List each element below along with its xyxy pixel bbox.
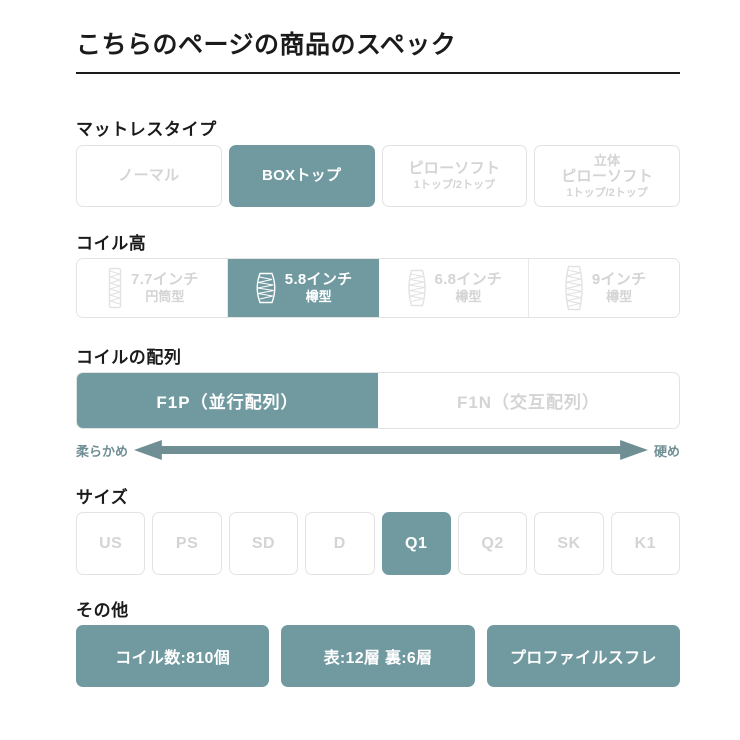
mattress-type-option-pillow-soft[interactable]: ピローソフト 1トップ/2トップ xyxy=(381,145,528,207)
coil-height-options: 7.7インチ 円筒型 5.8インチ 樽型 6.8インチ 樽型 xyxy=(76,258,680,318)
coil-barrel-short-icon xyxy=(256,272,276,304)
coil-height-option-6-8-inch[interactable]: 6.8インチ 樽型 xyxy=(378,259,530,317)
option-label: 9インチ xyxy=(591,271,647,289)
section-label-mattress-type: マットレスタイプ xyxy=(76,120,217,139)
mattress-type-option-3d-pillow-soft[interactable]: 立体 ピローソフト 1トップ/2トップ xyxy=(534,145,680,207)
other-specs: コイル数:810個 表:12層 裏:6層 プロファイルスフレ xyxy=(76,625,680,687)
coil-option-text: 7.7インチ 円筒型 xyxy=(131,271,199,305)
other-spec-layers: 表:12層 裏:6層 xyxy=(281,625,475,687)
page-title: こちらのページの商品のスペック xyxy=(76,31,457,59)
section-label-other: その他 xyxy=(76,601,129,620)
size-option-us[interactable]: US xyxy=(76,512,146,575)
double-arrow-icon xyxy=(134,440,648,460)
option-toplabel: 立体 xyxy=(593,152,621,168)
option-sublabel: 樽型 xyxy=(455,289,482,305)
option-sublabel: 1トップ/2トップ xyxy=(566,186,648,199)
section-label-coil-arrangement: コイルの配列 xyxy=(76,348,182,367)
mattress-type-options: ノーマル BOXトップ ピローソフト 1トップ/2トップ 立体 ピローソフト 1… xyxy=(76,145,680,207)
option-label: ノーマル xyxy=(118,167,180,185)
size-options: US PS SD D Q1 Q2 SK K1 xyxy=(76,512,680,575)
size-option-sd[interactable]: SD xyxy=(228,512,299,575)
coil-cylinder-icon xyxy=(108,267,122,309)
coil-arrangement-options: F1P（並行配列） F1N（交互配列） xyxy=(76,372,680,429)
option-label: ピローソフト xyxy=(408,160,501,178)
size-option-q1[interactable]: Q1 xyxy=(381,512,451,575)
option-sublabel: 樽型 xyxy=(305,289,332,305)
size-option-q2[interactable]: Q2 xyxy=(457,512,528,575)
firmness-scale: 柔らかめ 硬め xyxy=(76,437,680,463)
coil-barrel-mid-icon xyxy=(407,269,426,307)
size-option-d[interactable]: D xyxy=(305,512,375,575)
size-option-ps[interactable]: PS xyxy=(152,512,222,575)
coil-height-option-7-7-inch[interactable]: 7.7インチ 円筒型 xyxy=(77,259,228,317)
section-label-size: サイズ xyxy=(76,488,129,507)
coil-height-option-9-inch[interactable]: 9インチ 樽型 xyxy=(529,259,679,317)
option-sublabel: 1トップ/2トップ xyxy=(413,178,496,191)
mattress-type-option-normal[interactable]: ノーマル xyxy=(76,145,222,207)
option-label: 5.8インチ xyxy=(284,271,353,289)
option-sublabel: 樽型 xyxy=(606,289,633,305)
coil-barrel-tall-icon xyxy=(565,265,583,311)
firmness-label-firm: 硬め xyxy=(653,443,680,459)
size-option-sk[interactable]: SK xyxy=(534,512,604,575)
option-label: ピローソフト xyxy=(561,167,654,185)
option-label: BOXトップ xyxy=(261,167,342,185)
coil-option-text: 9インチ 樽型 xyxy=(592,271,647,305)
coil-height-option-5-8-inch[interactable]: 5.8インチ 樽型 xyxy=(227,259,379,317)
coil-option-text: 6.8インチ 樽型 xyxy=(435,271,503,305)
coil-option-text: 5.8インチ 樽型 xyxy=(285,271,353,305)
option-label: 6.8インチ xyxy=(434,271,503,289)
title-divider xyxy=(76,72,680,74)
other-spec-coil-count: コイル数:810個 xyxy=(76,625,270,687)
option-label: 7.7インチ xyxy=(131,271,199,289)
other-spec-profile-souffle: プロファイルスフレ xyxy=(486,625,680,687)
coil-arrangement-option-f1p[interactable]: F1P（並行配列） xyxy=(77,373,378,428)
firmness-label-soft: 柔らかめ xyxy=(76,443,129,459)
size-option-k1[interactable]: K1 xyxy=(610,512,680,575)
mattress-type-option-box-top[interactable]: BOXトップ xyxy=(228,145,375,207)
page-header: こちらのページの商品のスペック xyxy=(76,30,680,74)
coil-arrangement-option-f1n[interactable]: F1N（交互配列） xyxy=(456,393,601,412)
section-label-coil-height: コイル高 xyxy=(76,234,147,253)
option-sublabel: 円筒型 xyxy=(145,289,185,305)
